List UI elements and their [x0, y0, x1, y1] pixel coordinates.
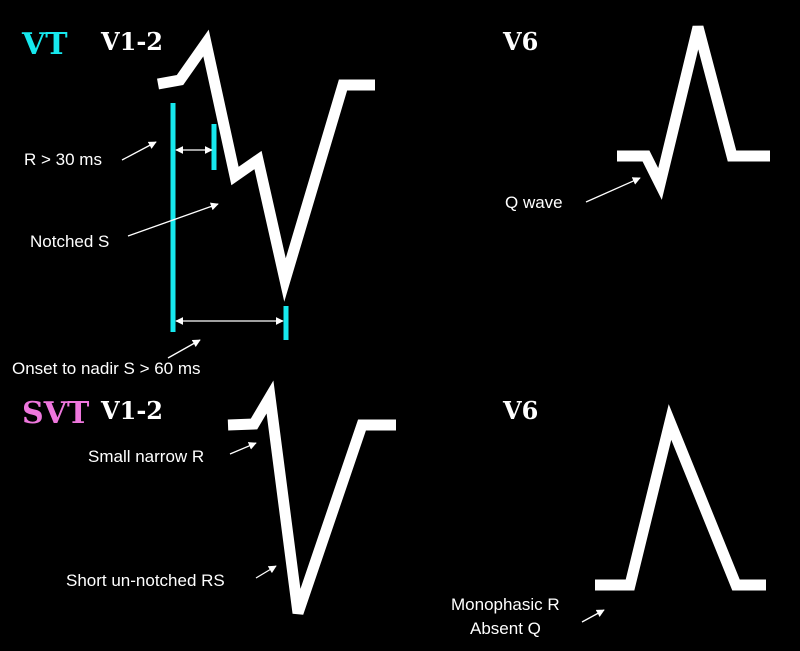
svt-v1-2-waveform [227, 380, 396, 615]
svt-lead-v1-2-label: V1-2 [100, 396, 163, 425]
svt-monophasic-r-label: Monophasic R [451, 595, 560, 614]
vt-notched-s-label: Notched S [30, 232, 109, 251]
svt-monophasic-r-pointer [581, 609, 605, 623]
vt-v1-2-waveform [157, 29, 375, 302]
svt-small-r-label: Small narrow R [88, 447, 204, 466]
svt-heading: SVT [22, 396, 90, 431]
svt-short-rs-label: Short un-notched RS [66, 571, 225, 590]
svt-v6-waveform [595, 404, 766, 591]
svt-small-r-pointer [229, 442, 257, 455]
vt-r-duration-pointer [121, 141, 157, 161]
vt-onset-nadir-label: Onset to nadir S > 60 ms [12, 359, 201, 378]
vt-lead-v6-label: V6 [502, 27, 538, 56]
vt-r-duration-label: R > 30 ms [24, 150, 102, 169]
vt-notched-s-pointer [127, 202, 219, 237]
vt-q-wave-pointer [585, 177, 641, 203]
vt-v6-waveform [617, 25, 770, 200]
svt-absent-q-label: Absent Q [470, 619, 541, 638]
svt-short-rs-pointer [255, 565, 277, 579]
vt-lead-v1-2-label: V1-2 [100, 27, 163, 56]
vt-onset-nadir-pointer [167, 339, 201, 359]
vt-q-wave-label: Q wave [505, 193, 563, 212]
svt-lead-v6-label: V6 [502, 396, 538, 425]
vt-heading: VT [21, 27, 68, 62]
